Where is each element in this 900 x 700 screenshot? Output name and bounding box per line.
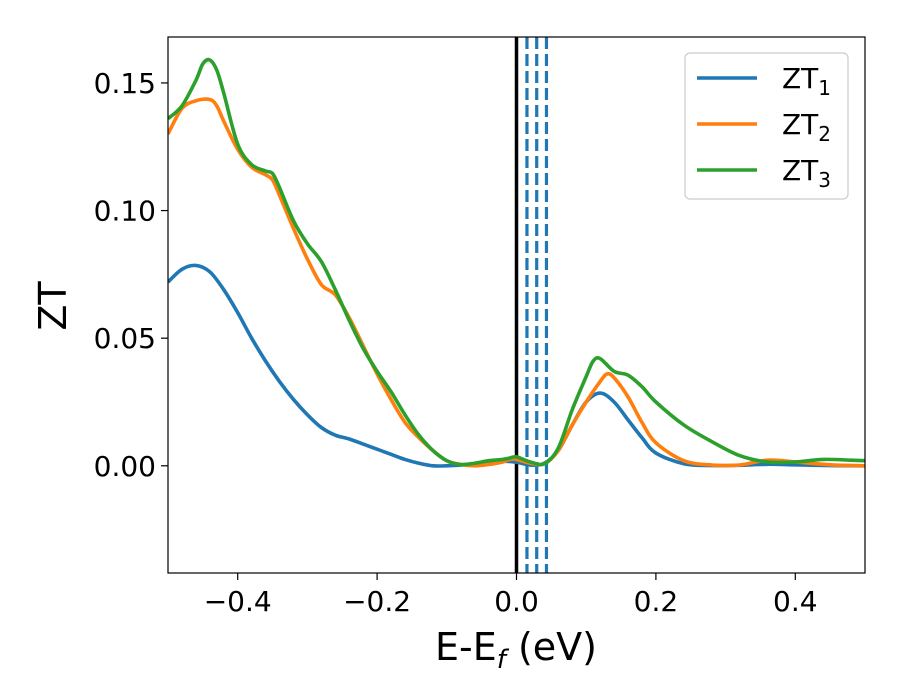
legend-box — [684, 52, 849, 200]
x-tick-label: −0.2 — [343, 585, 411, 618]
legend-label-zt1: ZT1 — [782, 62, 831, 100]
legend-label-zt3: ZT3 — [782, 154, 831, 192]
x-tick-label: 0.2 — [634, 585, 679, 618]
x-tick-label: 0.4 — [773, 585, 818, 618]
legend: ZT1 ZT2 ZT3 — [684, 52, 849, 200]
vertical-reference-lines — [514, 37, 549, 573]
x-axis-title: E-Ef (eV) — [435, 625, 597, 675]
x-axis-title-unit: (eV) — [506, 625, 597, 669]
y-tick-label: 0.00 — [94, 450, 156, 483]
y-tick-label: 0.05 — [94, 322, 156, 355]
series-line-zt3 — [168, 57, 865, 467]
legend-label-zt2: ZT2 — [782, 108, 831, 146]
y-axis-title: ZT — [31, 281, 75, 331]
x-axis-title-main: E-E — [435, 625, 497, 669]
x-tick-label: 0.0 — [494, 585, 539, 618]
y-tick-label: 0.10 — [94, 195, 156, 228]
x-tick-label: −0.4 — [204, 585, 272, 618]
y-tick-label: 0.15 — [94, 67, 156, 100]
y-axis-ticks: 0.00 0.05 0.10 0.15 — [94, 67, 168, 483]
x-axis-ticks: −0.4 −0.2 0.0 0.2 0.4 — [204, 573, 818, 618]
series-layer — [168, 57, 865, 468]
